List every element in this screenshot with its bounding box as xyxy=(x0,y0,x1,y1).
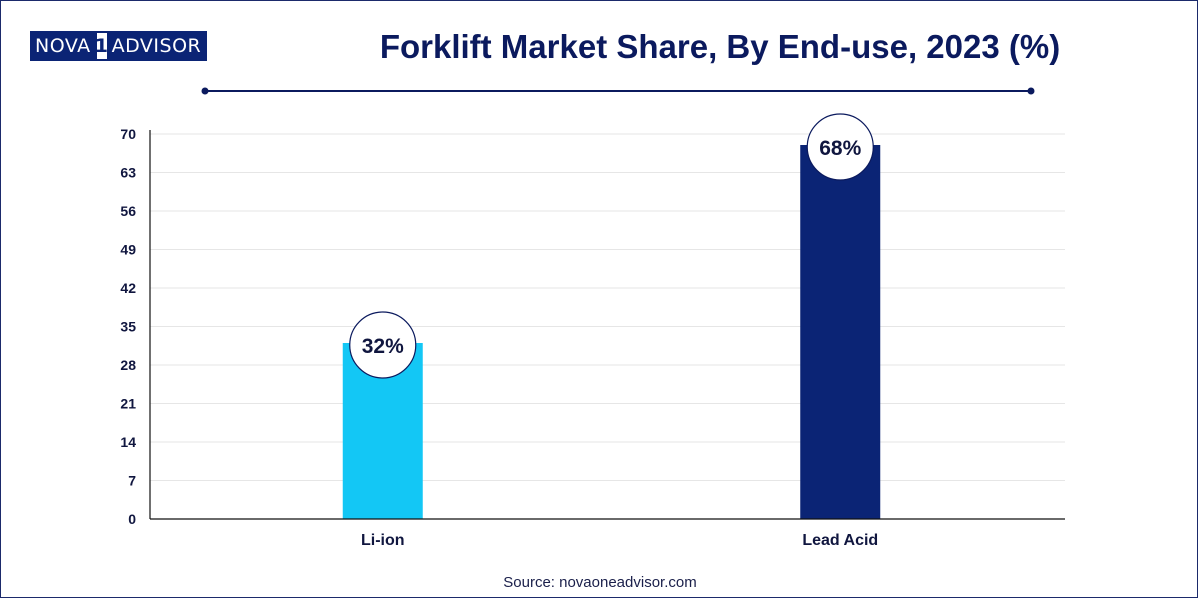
title-divider xyxy=(201,87,1035,95)
source-note: Source: novaoneadvisor.com xyxy=(503,574,697,591)
x-category-label: Li-ion xyxy=(361,532,405,549)
data-label-badge xyxy=(349,311,417,379)
y-tick-label: 56 xyxy=(120,203,136,219)
x-axis: Li-ion Lead Acid xyxy=(150,518,1065,549)
grid-lines xyxy=(150,133,1065,481)
data-label-badge xyxy=(806,113,874,181)
y-tick-label: 63 xyxy=(120,165,136,181)
y-tick-label: 28 xyxy=(120,357,136,373)
bar-lead-acid xyxy=(800,145,881,519)
y-tick-label: 7 xyxy=(128,473,136,489)
y-tick-label: 49 xyxy=(120,242,136,258)
y-tick-label: 42 xyxy=(120,280,136,296)
bars: 32% 68% xyxy=(342,113,881,519)
logo-one-text: 1 xyxy=(94,31,109,61)
x-category-label: Lead Acid xyxy=(802,532,878,549)
y-tick-label: 21 xyxy=(120,396,136,412)
y-tick-label: 35 xyxy=(120,319,136,335)
logo-advisor-text: ADVISOR xyxy=(108,31,208,61)
y-tick-label: 0 xyxy=(128,511,136,527)
y-tick-label: 70 xyxy=(120,126,136,142)
y-axis: 0 7 14 21 28 35 42 49 56 63 70 xyxy=(120,126,151,527)
y-tick-label: 14 xyxy=(120,434,136,450)
chart-title: Forklift Market Share, By End-use, 2023 … xyxy=(379,28,1061,65)
brand-logo: NOVA 1 ADVISOR xyxy=(30,31,208,61)
logo-nova-text: NOVA xyxy=(30,31,95,61)
data-label: 68% xyxy=(819,137,861,160)
data-label: 32% xyxy=(362,335,404,358)
